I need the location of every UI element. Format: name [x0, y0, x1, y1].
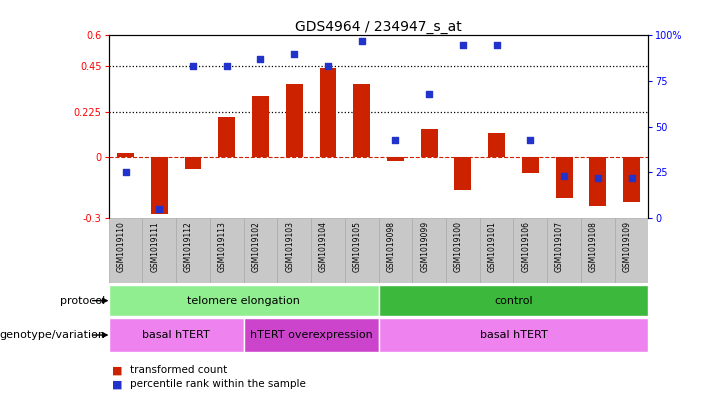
Bar	[117, 153, 134, 157]
Text: GSM1019101: GSM1019101	[488, 221, 496, 272]
Text: basal hTERT: basal hTERT	[479, 330, 547, 340]
Text: GSM1019105: GSM1019105	[353, 221, 362, 272]
Bar	[454, 157, 471, 190]
Bar	[176, 218, 210, 283]
Bar	[615, 218, 648, 283]
Bar	[353, 84, 370, 157]
Text: GSM1019099: GSM1019099	[420, 221, 429, 272]
Bar	[590, 157, 606, 206]
Text: GSM1019106: GSM1019106	[522, 221, 531, 272]
Bar	[109, 318, 244, 352]
Text: GSM1019103: GSM1019103	[285, 221, 294, 272]
Bar	[311, 218, 345, 283]
Bar	[252, 96, 269, 157]
Text: GSM1019104: GSM1019104	[319, 221, 328, 272]
Text: GSM1019111: GSM1019111	[150, 221, 159, 272]
Bar	[379, 285, 648, 316]
Bar	[244, 318, 379, 352]
Text: protocol: protocol	[60, 296, 105, 306]
Point	[154, 206, 165, 212]
Bar	[581, 218, 615, 283]
Point	[390, 136, 401, 143]
Point	[120, 169, 131, 176]
Text: GSM1019102: GSM1019102	[252, 221, 261, 272]
Point	[592, 175, 604, 181]
Text: GSM1019098: GSM1019098	[386, 221, 395, 272]
Point	[626, 175, 637, 181]
Point	[255, 56, 266, 62]
Bar	[514, 218, 547, 283]
Point	[187, 63, 198, 70]
Text: GSM1019112: GSM1019112	[184, 221, 193, 272]
Bar	[278, 218, 311, 283]
Bar	[379, 318, 648, 352]
Bar	[210, 218, 244, 283]
Bar	[547, 218, 581, 283]
Bar	[320, 68, 336, 157]
Text: hTERT overexpression: hTERT overexpression	[250, 330, 372, 340]
Text: GSM1019110: GSM1019110	[116, 221, 125, 272]
Bar	[556, 157, 573, 198]
Bar	[522, 157, 539, 173]
Text: GSM1019109: GSM1019109	[622, 221, 632, 272]
Point	[356, 38, 367, 44]
Point	[221, 63, 232, 70]
Bar	[218, 117, 235, 157]
Text: GSM1019113: GSM1019113	[218, 221, 226, 272]
Bar	[142, 218, 176, 283]
Bar	[379, 218, 412, 283]
Bar	[446, 218, 479, 283]
Title: GDS4964 / 234947_s_at: GDS4964 / 234947_s_at	[295, 20, 462, 34]
Text: ■: ■	[112, 379, 123, 389]
Text: telomere elongation: telomere elongation	[187, 296, 300, 306]
Point	[289, 50, 300, 57]
Bar	[286, 84, 303, 157]
Bar	[151, 157, 168, 214]
Point	[525, 136, 536, 143]
Bar	[387, 157, 404, 161]
Bar	[244, 218, 278, 283]
Bar	[623, 157, 640, 202]
Bar	[479, 218, 514, 283]
Text: GSM1019107: GSM1019107	[555, 221, 564, 272]
Point	[423, 91, 435, 97]
Text: GSM1019100: GSM1019100	[454, 221, 463, 272]
Text: GSM1019108: GSM1019108	[589, 221, 598, 272]
Bar	[488, 133, 505, 157]
Point	[491, 41, 502, 48]
Text: percentile rank within the sample: percentile rank within the sample	[130, 379, 306, 389]
Bar	[345, 218, 379, 283]
Bar	[109, 285, 379, 316]
Text: ■: ■	[112, 365, 123, 375]
Text: genotype/variation: genotype/variation	[0, 330, 105, 340]
Text: control: control	[494, 296, 533, 306]
Bar	[109, 218, 142, 283]
Bar	[184, 157, 201, 169]
Bar	[412, 218, 446, 283]
Text: transformed count: transformed count	[130, 365, 227, 375]
Text: basal hTERT: basal hTERT	[142, 330, 210, 340]
Bar	[421, 129, 437, 157]
Point	[322, 63, 334, 70]
Point	[457, 41, 468, 48]
Point	[559, 173, 570, 179]
